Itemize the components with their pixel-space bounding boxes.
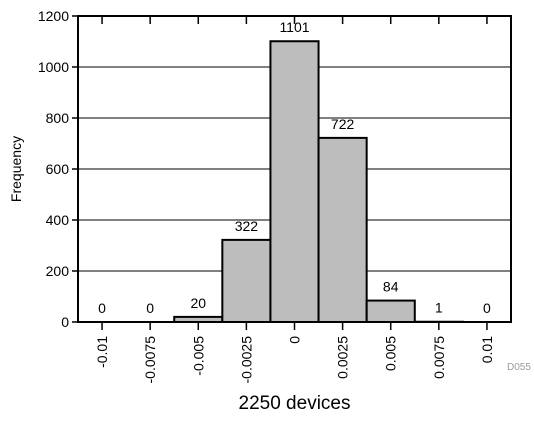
figure-id-label: D055: [507, 362, 531, 373]
x-tick-label: -0.005: [190, 336, 206, 376]
y-tick-label: 600: [46, 161, 70, 177]
x-tick-label: 0.01: [479, 336, 495, 363]
data-label: 0: [483, 300, 491, 316]
y-tick-label: 0: [61, 314, 69, 330]
y-tick-label: 800: [46, 110, 70, 126]
data-label: 722: [331, 116, 355, 132]
data-label: 1101: [279, 19, 309, 35]
data-label: 20: [190, 295, 206, 311]
y-axis-title: Frequency: [8, 136, 24, 202]
bars: [173, 40, 464, 324]
x-axis-ticks: -0.01 -0.0075 -0.005 -0.0025 0 0.0025 0.005 0.0…: [94, 16, 495, 383]
x-tick-label: 0: [287, 336, 303, 344]
data-label: 1: [435, 300, 443, 316]
x-tick-label: 0.0025: [335, 336, 351, 379]
y-tick-label: 1200: [38, 8, 69, 24]
data-label: 0: [98, 300, 106, 316]
y-tick-label: 200: [46, 263, 70, 279]
bar-0.0025: [317, 136, 368, 323]
x-tick-label: 0.005: [383, 336, 399, 371]
x-tick-label: -0.0025: [238, 336, 254, 384]
data-label: 322: [235, 218, 259, 234]
data-labels: 0 0 20 322 1101 722 84 1 0: [98, 19, 491, 316]
data-label: 84: [383, 279, 399, 295]
x-tick-label: 0.0075: [431, 336, 447, 379]
x-tick-label: -0.01: [94, 336, 110, 368]
bar-0.005: [365, 299, 416, 323]
data-label: 0: [146, 300, 154, 316]
x-tick-label: -0.0075: [142, 336, 158, 384]
y-axis-ticks: 0 200 400 600 800 1000 1200: [38, 8, 78, 330]
x-axis-title: 2250 devices: [239, 393, 351, 414]
y-tick-label: 1000: [38, 59, 69, 75]
y-tick-label: 400: [46, 212, 70, 228]
bar--0.0025: [221, 238, 272, 323]
bar-0: [269, 40, 320, 324]
